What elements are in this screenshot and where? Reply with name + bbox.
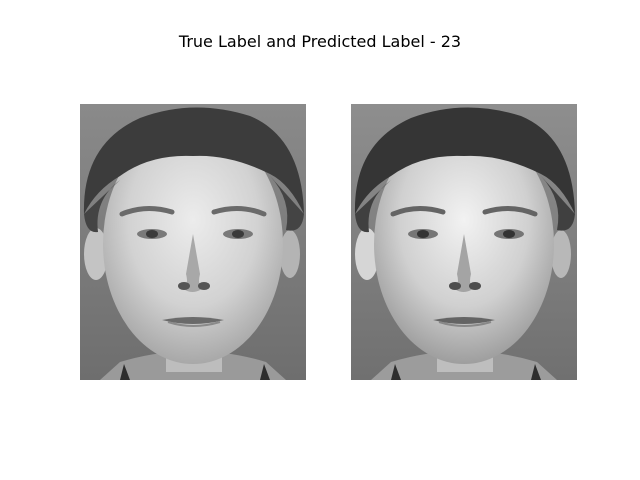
true-label-image — [80, 104, 306, 380]
figure-title: True Label and Predicted Label - 23 — [178, 32, 462, 51]
predicted-face-photo — [351, 104, 577, 380]
predicted-label-image — [351, 104, 577, 380]
true-face-photo — [80, 104, 306, 380]
